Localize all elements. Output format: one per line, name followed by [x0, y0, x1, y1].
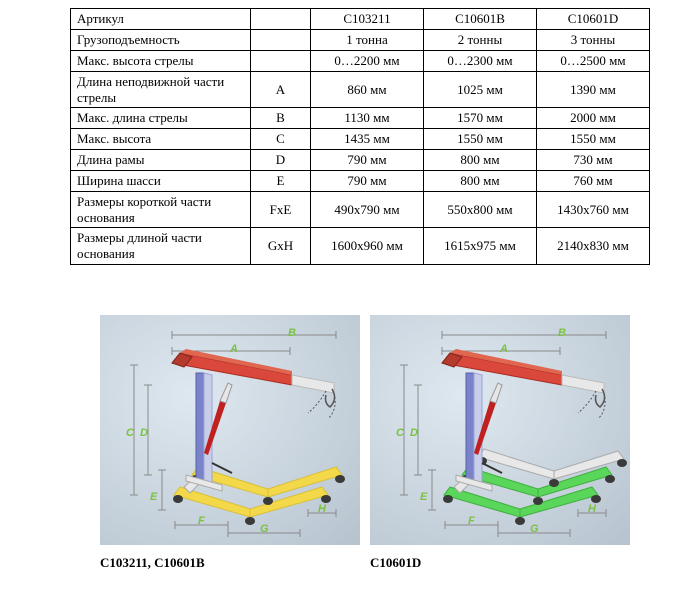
cell-val: 550x800 мм [424, 192, 537, 228]
dimension-letter: H [588, 503, 596, 515]
cell-val: 2140x830 мм [537, 228, 650, 264]
cell-val: 1025 мм [424, 72, 537, 108]
cell-param: Размеры длиной части основания [71, 228, 251, 264]
cell-val: 3 тонны [537, 30, 650, 51]
cell-param: Макс. длина стрелы [71, 108, 251, 129]
dimension-letter: F [468, 515, 475, 527]
dimension-letter: H [318, 503, 326, 515]
cell-dim: GxH [251, 228, 311, 264]
cell-dim: A [251, 72, 311, 108]
table-row: Макс. высотаC1435 мм1550 мм1550 мм [71, 129, 650, 150]
dimension-letter: G [260, 523, 269, 535]
dimension-letter: G [530, 523, 539, 535]
cell-param: Макс. высота стрелы [71, 51, 251, 72]
cell-val: 790 мм [311, 171, 424, 192]
dimension-letter: C [396, 427, 404, 439]
cell-val: 800 мм [424, 171, 537, 192]
cell-val: 0…2300 мм [424, 51, 537, 72]
diagram-left: A B CD E F G H [100, 315, 360, 545]
cell-val: 1550 мм [537, 129, 650, 150]
cell-val: 1130 мм [311, 108, 424, 129]
table-header-row: Артикул C103211 C10601B C10601D [71, 9, 650, 30]
cell-param: Грузоподъемность [71, 30, 251, 51]
cell-val: 1550 мм [424, 129, 537, 150]
cell-dim: C [251, 129, 311, 150]
diagram-right: A B CD E F G H [370, 315, 630, 545]
dimension-letter: D [140, 427, 148, 439]
spec-table: Артикул C103211 C10601B C10601D Грузопод… [70, 8, 650, 265]
cell-val: 860 мм [311, 72, 424, 108]
cell-dim: E [251, 171, 311, 192]
cell-val: 490x790 мм [311, 192, 424, 228]
cell-val: 2000 мм [537, 108, 650, 129]
diagram-left-block: A B CD E F G H C103211, C10601B [100, 315, 360, 571]
table-row: Длина неподвижной части стрелыA860 мм102… [71, 72, 650, 108]
dimension-letter: F [198, 515, 205, 527]
diagram-right-label: C10601D [370, 555, 630, 571]
table-row: Грузоподъемность 1 тонна2 тонны3 тонны [71, 30, 650, 51]
table-row: Ширина шассиE790 мм800 мм760 мм [71, 171, 650, 192]
dimension-letter: E [150, 491, 157, 503]
dimension-letter: D [410, 427, 418, 439]
cell-dim: FxE [251, 192, 311, 228]
diagram-right-block: A B CD E F G H C10601D [370, 315, 630, 571]
cell-dim [251, 51, 311, 72]
table-row: Макс. высота стрелы 0…2200 мм0…2300 мм0…2… [71, 51, 650, 72]
cell-dim [251, 30, 311, 51]
cell-val: 1600x960 мм [311, 228, 424, 264]
dimension-letter: A [230, 343, 238, 355]
cell-val: 1615x975 мм [424, 228, 537, 264]
cell-val: 1570 мм [424, 108, 537, 129]
cell-dim: B [251, 108, 311, 129]
table-row: Макс. длина стрелыB1130 мм1570 мм2000 мм [71, 108, 650, 129]
header-dim [251, 9, 311, 30]
table-row: Размеры длиной части основанияGxH1600x96… [71, 228, 650, 264]
dimension-letter: B [288, 327, 296, 339]
dimension-letter: B [558, 327, 566, 339]
cell-val: 1390 мм [537, 72, 650, 108]
cell-dim: D [251, 150, 311, 171]
cell-val: 1 тонна [311, 30, 424, 51]
dimension-letter: A [500, 343, 508, 355]
dimension-letter: E [420, 491, 427, 503]
header-model-2: C10601D [537, 9, 650, 30]
cell-val: 790 мм [311, 150, 424, 171]
cell-param: Длина рамы [71, 150, 251, 171]
diagram-area: ABCDEFGH C103211, C10601B ABCDEFGH C1060… [100, 315, 663, 571]
cell-param: Ширина шасси [71, 171, 251, 192]
cell-val: 0…2200 мм [311, 51, 424, 72]
cell-val: 760 мм [537, 171, 650, 192]
table-row: Размеры короткой части основанияFxE490x7… [71, 192, 650, 228]
cell-val: 2 тонны [424, 30, 537, 51]
header-model-0: C103211 [311, 9, 424, 30]
cell-val: 1430x760 мм [537, 192, 650, 228]
dimension-letter: C [126, 427, 134, 439]
cell-val: 0…2500 мм [537, 51, 650, 72]
cell-val: 730 мм [537, 150, 650, 171]
cell-param: Макс. высота [71, 129, 251, 150]
header-param: Артикул [71, 9, 251, 30]
cell-val: 800 мм [424, 150, 537, 171]
cell-param: Длина неподвижной части стрелы [71, 72, 251, 108]
cell-val: 1435 мм [311, 129, 424, 150]
header-model-1: C10601B [424, 9, 537, 30]
table-row: Длина рамыD790 мм800 мм730 мм [71, 150, 650, 171]
cell-param: Размеры короткой части основания [71, 192, 251, 228]
diagram-left-label: C103211, C10601B [100, 555, 360, 571]
